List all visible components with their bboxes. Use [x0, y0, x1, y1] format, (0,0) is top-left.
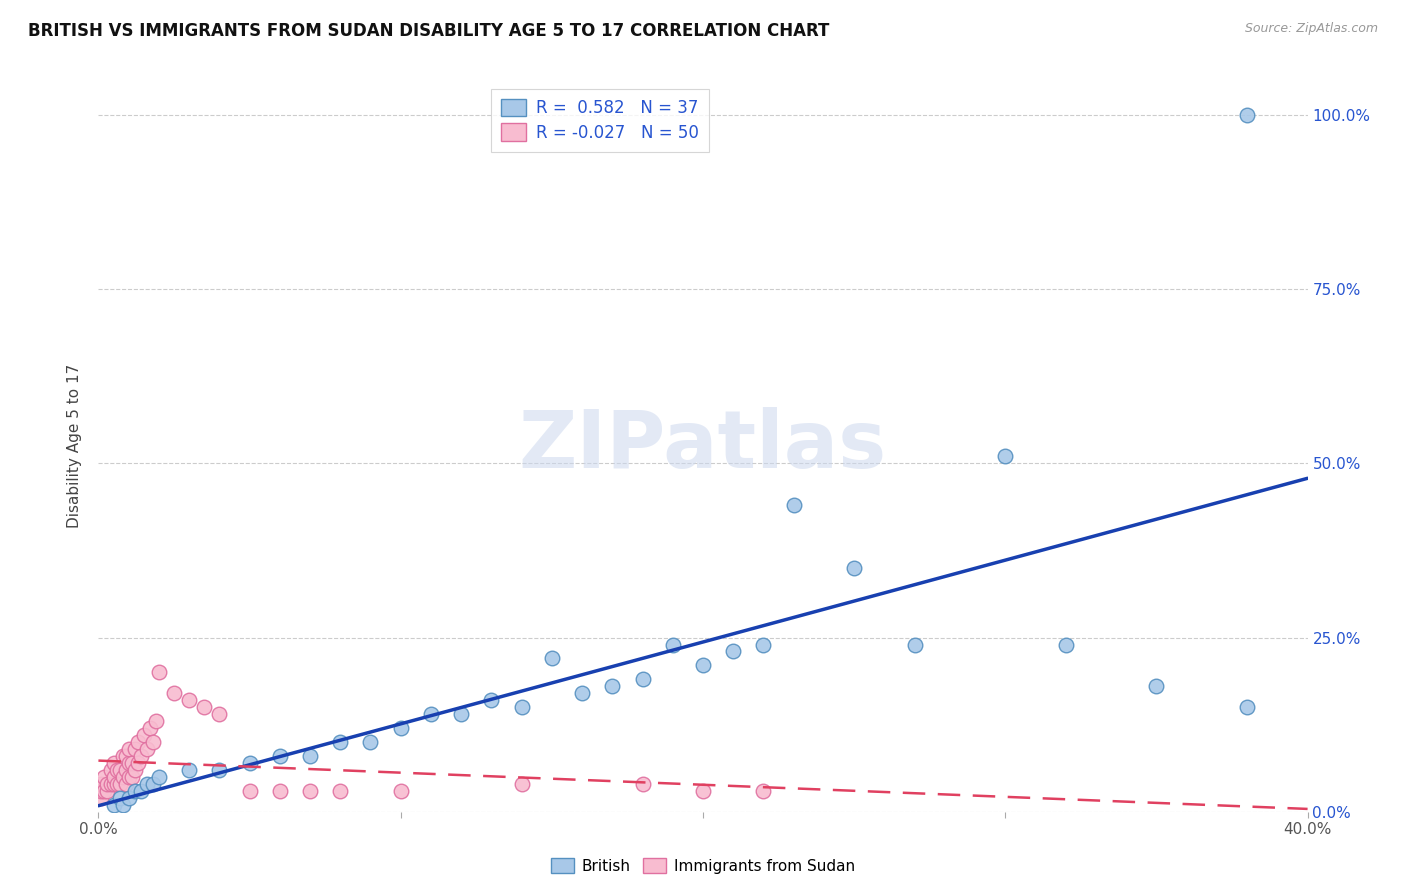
Point	[1236, 700, 1258, 714]
Point	[904, 638, 927, 652]
Point	[269, 749, 291, 764]
Point	[752, 638, 775, 652]
Point	[193, 700, 215, 714]
Point	[692, 784, 714, 798]
Point	[148, 665, 170, 680]
Point	[103, 797, 125, 812]
Point	[129, 784, 152, 798]
Point	[420, 707, 443, 722]
Point	[105, 763, 128, 777]
Point	[510, 700, 533, 714]
Point	[389, 784, 412, 798]
Point	[1236, 108, 1258, 122]
Point	[450, 707, 472, 722]
Point	[571, 686, 593, 700]
Point	[100, 777, 122, 791]
Point	[1054, 638, 1077, 652]
Point	[90, 790, 112, 805]
Point	[329, 784, 352, 798]
Point	[269, 784, 291, 798]
Point	[103, 770, 125, 784]
Point	[179, 693, 201, 707]
Point	[239, 784, 262, 798]
Point	[129, 749, 152, 764]
Point	[93, 770, 115, 784]
Point	[299, 749, 322, 764]
Point	[179, 763, 201, 777]
Y-axis label: Disability Age 5 to 17: Disability Age 5 to 17	[67, 364, 83, 528]
Point	[111, 749, 134, 764]
Point	[1144, 679, 1167, 693]
Point	[510, 777, 533, 791]
Point	[100, 763, 122, 777]
Point	[111, 770, 134, 784]
Point	[481, 693, 503, 707]
Point	[118, 756, 141, 770]
Point	[783, 498, 806, 512]
Point	[994, 450, 1017, 464]
Point	[662, 638, 685, 652]
Point	[114, 777, 136, 791]
Point	[96, 777, 118, 791]
Point	[360, 735, 382, 749]
Point	[142, 735, 165, 749]
Point	[90, 784, 112, 798]
Point	[90, 777, 112, 791]
Point	[114, 749, 136, 764]
Point	[602, 679, 624, 693]
Point	[631, 777, 654, 791]
Point	[118, 770, 141, 784]
Point	[124, 742, 146, 756]
Point	[96, 784, 118, 798]
Point	[103, 756, 125, 770]
Point	[299, 784, 322, 798]
Point	[105, 777, 128, 791]
Point	[135, 777, 157, 791]
Point	[121, 770, 143, 784]
Point	[752, 784, 775, 798]
Text: BRITISH VS IMMIGRANTS FROM SUDAN DISABILITY AGE 5 TO 17 CORRELATION CHART: BRITISH VS IMMIGRANTS FROM SUDAN DISABIL…	[28, 22, 830, 40]
Point	[118, 742, 141, 756]
Text: Source: ZipAtlas.com: Source: ZipAtlas.com	[1244, 22, 1378, 36]
Point	[108, 763, 131, 777]
Legend: R =  0.582   N = 37, R = -0.027   N = 50: R = 0.582 N = 37, R = -0.027 N = 50	[491, 88, 709, 152]
Point	[124, 763, 146, 777]
Point	[540, 651, 562, 665]
Point	[108, 790, 131, 805]
Point	[124, 784, 146, 798]
Point	[844, 561, 866, 575]
Point	[114, 763, 136, 777]
Point	[148, 770, 170, 784]
Point	[103, 777, 125, 791]
Point	[111, 797, 134, 812]
Point	[329, 735, 352, 749]
Point	[127, 756, 149, 770]
Point	[239, 756, 262, 770]
Point	[145, 714, 167, 728]
Point	[163, 686, 186, 700]
Point	[132, 728, 155, 742]
Point	[121, 756, 143, 770]
Point	[631, 673, 654, 687]
Legend: British, Immigrants from Sudan: British, Immigrants from Sudan	[546, 852, 860, 880]
Point	[127, 735, 149, 749]
Point	[389, 721, 412, 735]
Text: ZIPatlas: ZIPatlas	[519, 407, 887, 485]
Point	[723, 644, 745, 658]
Point	[135, 742, 157, 756]
Point	[139, 721, 162, 735]
Point	[93, 784, 115, 798]
Point	[142, 777, 165, 791]
Point	[208, 763, 231, 777]
Point	[692, 658, 714, 673]
Point	[108, 777, 131, 791]
Point	[208, 707, 231, 722]
Point	[118, 790, 141, 805]
